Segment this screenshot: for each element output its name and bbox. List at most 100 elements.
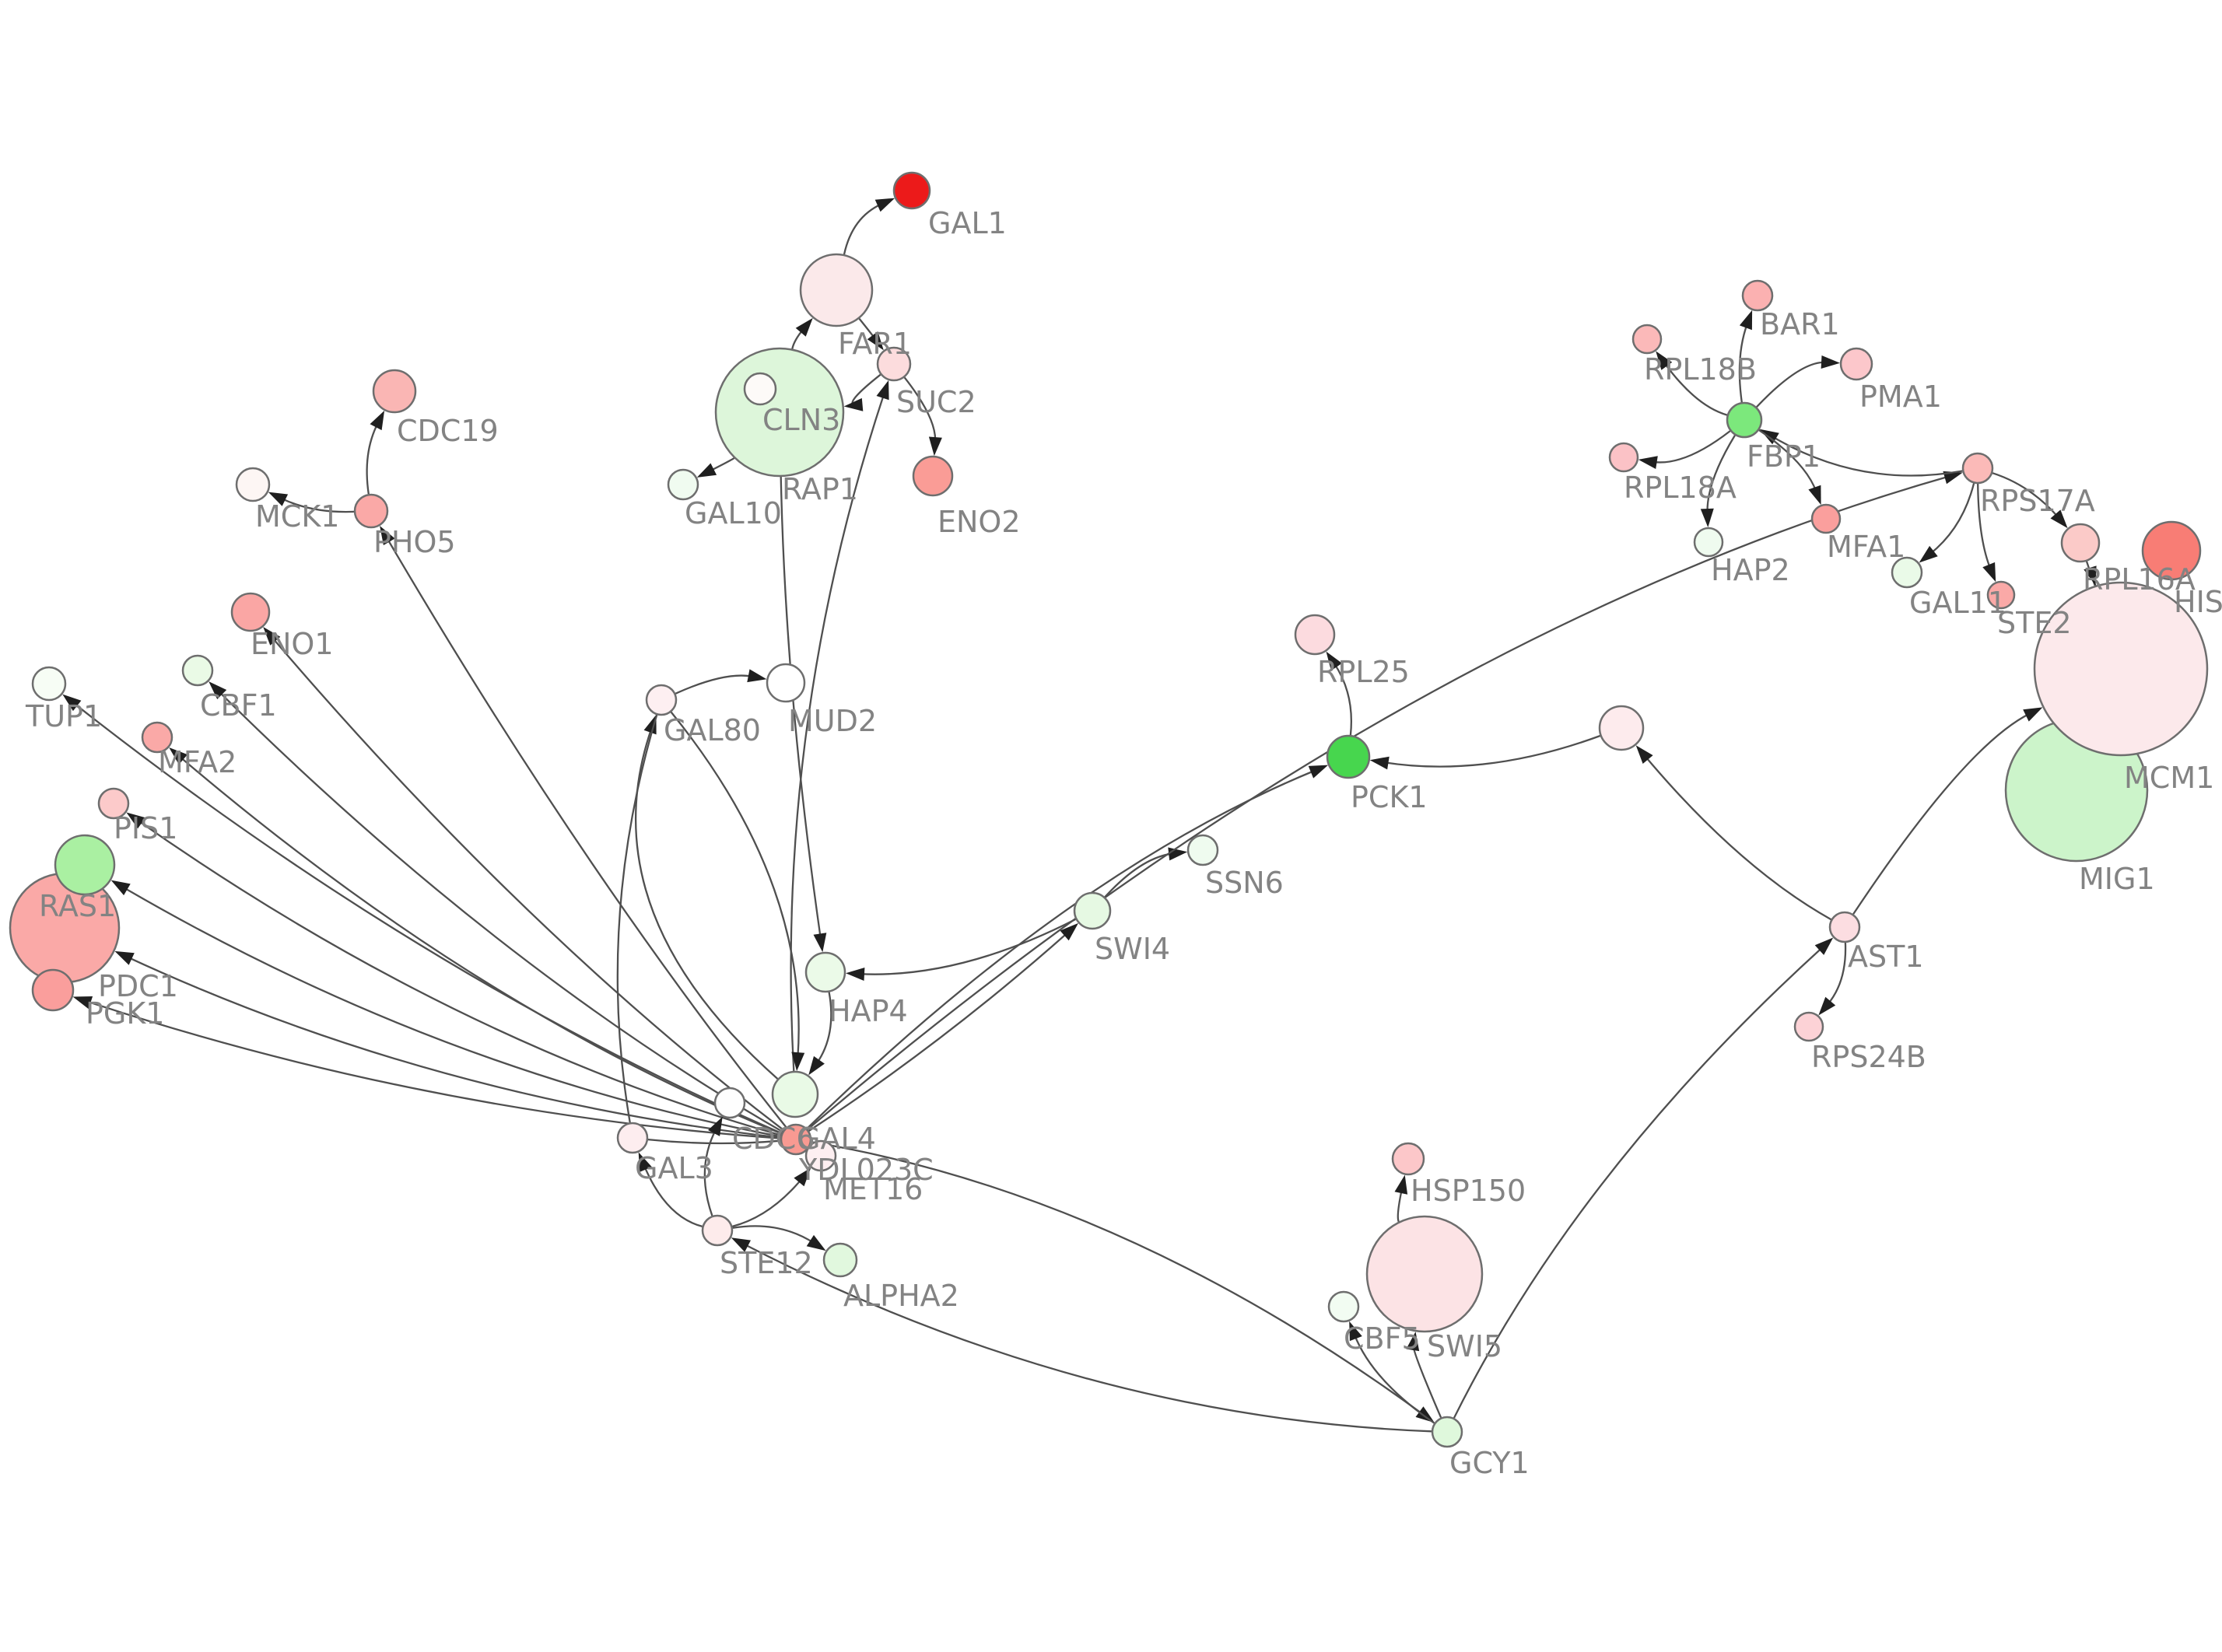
edge-PHO5-CDC19[interactable] xyxy=(366,422,379,495)
node-CLN3[interactable] xyxy=(743,372,777,406)
node-SWI5[interactable] xyxy=(1365,1215,1484,1333)
edge-YDL023C-SWI4[interactable] xyxy=(808,932,1069,1132)
edge-GAL4-GAL80[interactable] xyxy=(634,727,779,1080)
node-HAP4[interactable] xyxy=(804,951,846,993)
node-GAL4[interactable] xyxy=(771,1070,819,1118)
node-MUD2[interactable] xyxy=(766,663,806,703)
node-GAL11[interactable] xyxy=(1891,556,1923,589)
node-RPL16A[interactable] xyxy=(2060,523,2101,563)
edge-GAL3-YDL023C[interactable] xyxy=(647,1138,781,1145)
edge-YDL023C-PHO5[interactable] xyxy=(386,537,787,1129)
node-ALPHA2[interactable] xyxy=(822,1242,858,1278)
edge-FBP1-BAR1[interactable] xyxy=(1738,323,1749,403)
node-RAS1[interactable] xyxy=(54,834,116,896)
edge-YDL023C-PGK1[interactable] xyxy=(86,1000,781,1139)
node-BAR1[interactable] xyxy=(1741,279,1774,312)
edge-GCY1-STE12[interactable] xyxy=(743,1243,1432,1433)
edge-AST1-MCM1[interactable] xyxy=(1852,712,2031,915)
node-PCK1[interactable] xyxy=(1326,734,1371,779)
edge-GAL4-SUC2[interactable] xyxy=(790,393,885,1072)
node-ENO1[interactable] xyxy=(230,592,271,632)
edge-UNLABELED-PCK1[interactable] xyxy=(1383,734,1601,768)
node-STE12[interactable] xyxy=(701,1214,734,1247)
node-YDL023C[interactable] xyxy=(780,1123,812,1156)
node-SWI4[interactable] xyxy=(1073,891,1112,930)
edge-YDL023C-RAS1[interactable] xyxy=(122,886,781,1138)
node-SSN6[interactable] xyxy=(1186,834,1219,866)
node-GCY1[interactable] xyxy=(1431,1416,1463,1448)
node-CBF1[interactable] xyxy=(181,654,214,687)
edge-RPS17A-RPL16A[interactable] xyxy=(1992,472,2059,519)
edge-STE12-CDC6[interactable] xyxy=(703,1129,717,1216)
node-CDC19[interactable] xyxy=(372,369,417,414)
edge-FBP1-PMA1[interactable] xyxy=(1755,361,1827,408)
node-MFA1[interactable] xyxy=(1810,503,1842,534)
node-RPS17A[interactable] xyxy=(1961,452,1994,485)
edge-FBP1-MFA1[interactable] xyxy=(1758,429,1817,492)
node-TUP1[interactable] xyxy=(31,666,67,702)
edge-RPS17A-FBP1[interactable] xyxy=(1771,435,1963,477)
node-MCM1[interactable] xyxy=(2033,581,2209,757)
edge-FBP1-RPL18B[interactable] xyxy=(1663,362,1728,416)
node-SUC2[interactable] xyxy=(876,346,912,382)
node-MCK1[interactable] xyxy=(235,467,271,502)
node-GAL3[interactable] xyxy=(616,1122,649,1154)
edge-SWI5-HSP150[interactable] xyxy=(1397,1188,1404,1223)
edge-YDL023C-ENO1[interactable] xyxy=(272,636,784,1131)
node-UNLABELED[interactable] xyxy=(1598,705,1645,751)
edge-FBP1-HAP2[interactable] xyxy=(1706,435,1736,514)
node-FBP1[interactable] xyxy=(1726,401,1763,439)
edge-YDL023C-CBF1[interactable] xyxy=(218,690,783,1132)
edge-STE12-ALPHA2[interactable] xyxy=(732,1225,815,1244)
node-FAR1[interactable] xyxy=(799,253,874,327)
edge-GCY1-AST1[interactable] xyxy=(1453,946,1824,1419)
edge-YDL023C-PIS1[interactable] xyxy=(137,819,782,1136)
node-HSP150[interactable] xyxy=(1391,1142,1425,1176)
edge-RPS17A-GAL11[interactable] xyxy=(1929,483,1975,555)
node-label-MET16: MET16 xyxy=(823,1172,923,1206)
edge-GAL80-GAL4[interactable] xyxy=(670,711,800,1058)
edge-AST1-UNLABELED[interactable] xyxy=(1644,755,1832,921)
edge-SWI4-HAP4[interactable] xyxy=(859,918,1077,975)
edge-RPS17A-STE2[interactable] xyxy=(1977,483,1992,570)
edge-FBP1-RPL18A[interactable] xyxy=(1652,430,1731,464)
edge-HAP4-GAL4[interactable] xyxy=(815,992,832,1065)
edge-GAL80-GAL3[interactable] xyxy=(616,714,658,1123)
node-HIS4[interactable] xyxy=(2141,520,2202,581)
node-PGK1[interactable] xyxy=(31,968,75,1012)
edge-YDL023C-RPS17A[interactable] xyxy=(807,475,1950,1130)
edge-YDL023C-PCK1[interactable] xyxy=(806,769,1316,1129)
edge-PHO5-MCK1[interactable] xyxy=(280,497,355,513)
node-GAL10[interactable] xyxy=(667,468,699,501)
node-PIS1[interactable] xyxy=(97,787,130,820)
edge-STE12-GAL3[interactable] xyxy=(643,1164,703,1228)
node-RPL18A[interactable] xyxy=(1608,442,1639,473)
node-STE2[interactable] xyxy=(1986,580,2016,610)
node-RPL25[interactable] xyxy=(1294,614,1336,656)
edge-YDL023C-PDC1[interactable] xyxy=(127,956,781,1139)
edge-FAR1-GAL1[interactable] xyxy=(843,203,883,255)
node-MET16[interactable] xyxy=(804,1139,837,1172)
edge-YDL023C-MFA2[interactable] xyxy=(179,755,782,1135)
node-HAP2[interactable] xyxy=(1693,527,1724,558)
node-PMA1[interactable] xyxy=(1839,347,1873,381)
edge-GCY1-CBF5[interactable] xyxy=(1353,1333,1435,1424)
node-GAL80[interactable] xyxy=(645,684,678,716)
edge-YDL023C-GCY1[interactable] xyxy=(811,1141,1424,1416)
node-PHO5[interactable] xyxy=(353,493,389,529)
edge-GAL80-MUD2[interactable] xyxy=(675,674,754,695)
node-RPL18B[interactable] xyxy=(1631,324,1663,355)
edge-YDL023C-TUP1[interactable] xyxy=(72,702,783,1135)
node-AST1[interactable] xyxy=(1828,911,1861,943)
edge-AST1-RPS24B[interactable] xyxy=(1827,942,1847,1006)
edge-STE12-MET16[interactable] xyxy=(732,1178,803,1228)
edge-SUC2-ENO2[interactable] xyxy=(903,376,937,443)
node-CDC6[interactable] xyxy=(713,1087,746,1119)
node-GAL1[interactable] xyxy=(892,171,931,210)
node-ENO2[interactable] xyxy=(912,455,954,497)
edge-PCK1-RPL25[interactable] xyxy=(1333,662,1352,736)
node-CBF5[interactable] xyxy=(1327,1290,1360,1323)
node-MFA2[interactable] xyxy=(141,721,173,754)
node-RPS24B[interactable] xyxy=(1793,1011,1824,1042)
